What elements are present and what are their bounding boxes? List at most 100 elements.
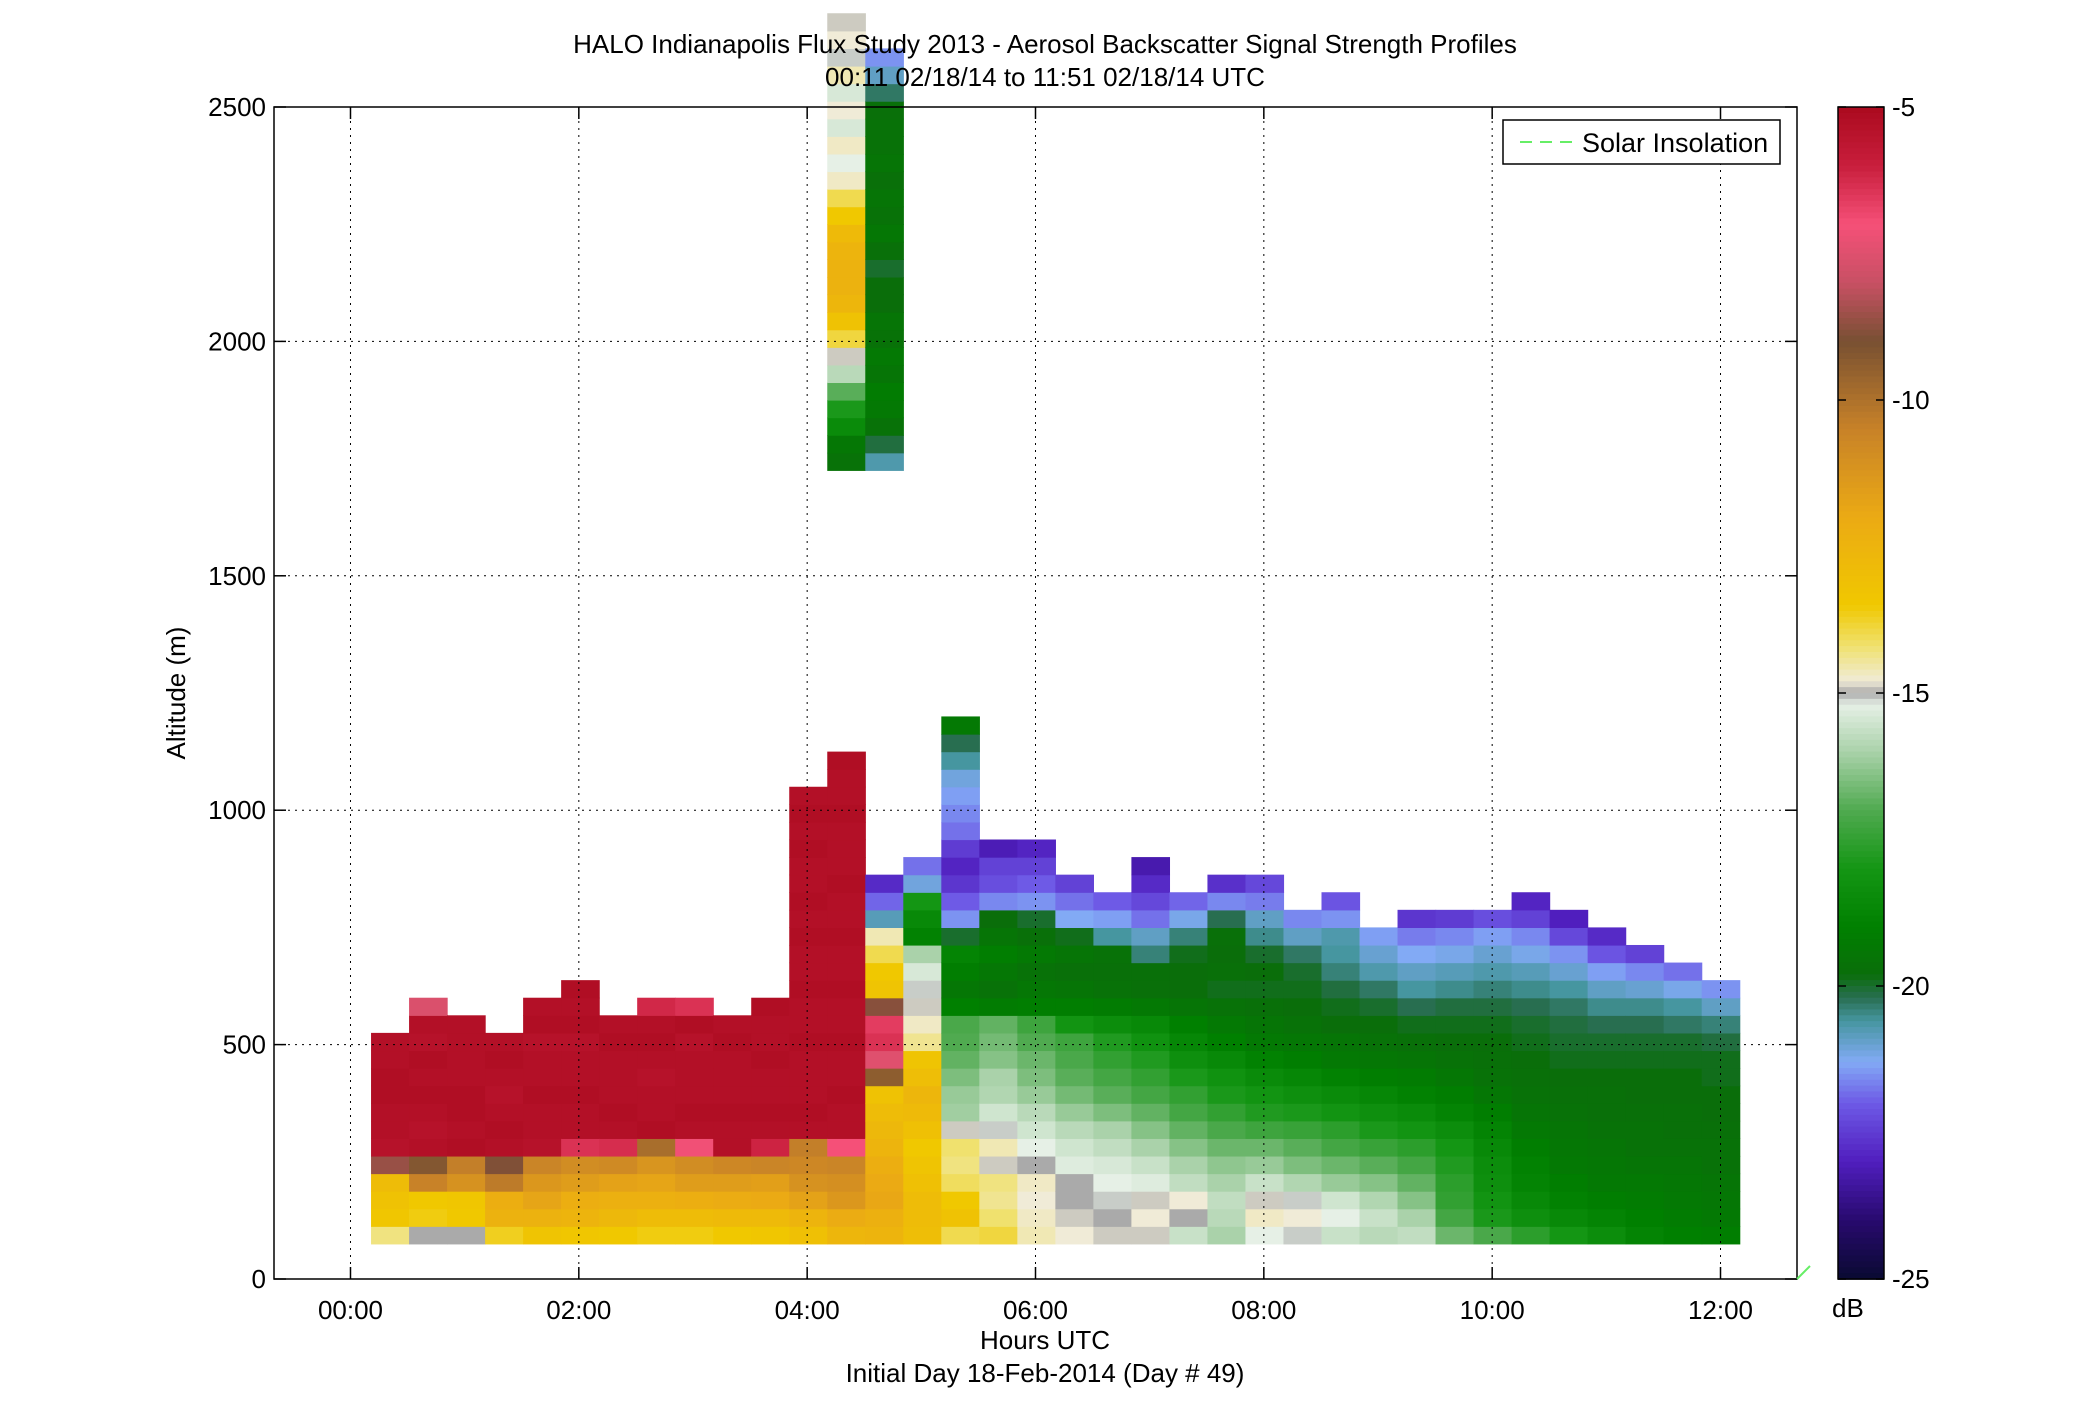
heatmap-cell-c27-r5	[1397, 1138, 1437, 1157]
heatmap-cell-c25-r0	[1321, 1226, 1361, 1245]
heatmap-cell-c33-r6	[1625, 1120, 1665, 1139]
heatmap-cell-c20-r14	[1131, 980, 1171, 999]
heatmap-cell-c1-r12	[409, 1015, 448, 1034]
heatmap-cell-c2-r3	[447, 1173, 486, 1192]
colorbar-segment	[1838, 112, 1884, 120]
heatmap-cell-c25-r14	[1321, 980, 1361, 999]
heatmap-cell-c8-r10	[675, 1050, 714, 1069]
aloft-cell-c12-r1	[827, 435, 866, 454]
heatmap-cell-c26-r7	[1359, 1103, 1399, 1122]
colorbar-unit: dB	[1832, 1293, 1864, 1323]
heatmap-cell-c33-r5	[1625, 1138, 1665, 1157]
heatmap-cell-c20-r5	[1131, 1138, 1171, 1157]
aloft-cell-c13-r16	[865, 171, 904, 190]
heatmap-cell-c32-r15	[1587, 962, 1627, 981]
heatmap-cell-c11-r2	[789, 1191, 828, 1210]
colorbar-segment	[1838, 435, 1884, 442]
heatmap-cell-c20-r1	[1131, 1208, 1171, 1227]
heatmap-cell-c3-r2	[485, 1191, 524, 1210]
heatmap-cell-c0-r9	[371, 1068, 410, 1087]
heatmap-cell-c15-r23	[941, 821, 980, 841]
heatmap-cell-c30-r1	[1511, 1208, 1551, 1227]
heatmap-cell-c9-r8	[713, 1085, 752, 1104]
heatmap-cell-c28-r8	[1435, 1085, 1475, 1104]
heatmap-cell-c11-r3	[789, 1173, 828, 1192]
heatmap-cell-c21-r8	[1169, 1085, 1209, 1104]
aloft-cell-c13-r5	[865, 364, 904, 384]
heatmap-cell-c14-r17	[903, 927, 942, 946]
heatmap-cell-c22-r6	[1207, 1120, 1247, 1139]
colorbar-segment	[1838, 1214, 1884, 1222]
heatmap-cell-c31-r0	[1549, 1226, 1589, 1245]
heatmap-cell-c7-r8	[637, 1085, 676, 1104]
heatmap-cell-c0-r1	[371, 1208, 410, 1227]
colorbar-segment	[1838, 194, 1884, 202]
heatmap-cell-c25-r18	[1321, 909, 1361, 928]
colorbar-segment	[1838, 1144, 1884, 1151]
heatmap-cell-c20-r3	[1131, 1173, 1171, 1192]
colorbar-segment	[1838, 780, 1884, 788]
heatmap-cell-c1-r4	[409, 1155, 448, 1175]
heatmap-cell-c28-r3	[1435, 1173, 1475, 1192]
colorbar-segment	[1838, 148, 1884, 155]
heatmap-cell-c2-r2	[447, 1191, 486, 1210]
aloft-cell-c13-r3	[865, 400, 904, 419]
heatmap-cell-c2-r8	[447, 1085, 486, 1104]
heatmap-cell-c14-r16	[903, 944, 942, 964]
heatmap-cell-c30-r4	[1511, 1155, 1551, 1175]
heatmap-cell-c26-r4	[1359, 1155, 1399, 1175]
heatmap-cell-c28-r2	[1435, 1191, 1475, 1210]
heatmap-cell-c13-r4	[865, 1155, 904, 1175]
aloft-cell-c13-r11	[865, 259, 904, 278]
heatmap-cell-c18-r1	[1055, 1208, 1094, 1227]
colorbar-tick-label: -15	[1892, 678, 1930, 708]
aloft-cell-c12-r20	[827, 101, 866, 120]
colorbar-segment	[1838, 312, 1884, 319]
axis-ticks	[274, 106, 1797, 1280]
heatmap-cell-c5-r3	[561, 1173, 600, 1192]
colorbar-segment	[1838, 827, 1884, 835]
heatmap-cell-c16-r5	[979, 1138, 1018, 1157]
heatmap-cell-c9-r6	[713, 1120, 752, 1139]
heatmap-cell-c24-r18	[1283, 909, 1323, 928]
heatmap-cell-c0-r3	[371, 1173, 410, 1192]
colorbar-segment	[1838, 130, 1884, 138]
heatmap-cell-c2-r4	[447, 1155, 486, 1175]
x-tick-label: 00:00	[318, 1295, 383, 1325]
aloft-cell-c12-r15	[827, 189, 866, 208]
heatmap-cell-c34-r7	[1663, 1103, 1703, 1122]
heatmap-cell-c27-r9	[1397, 1068, 1437, 1087]
colorbar-segment	[1838, 411, 1884, 419]
colorbar-segment	[1838, 1226, 1884, 1233]
heatmap-cell-c4-r12	[523, 1015, 562, 1034]
colorbar-segment	[1838, 862, 1884, 870]
heatmap-cell-c17-r7	[1017, 1103, 1056, 1122]
heatmap-cell-c29-r4	[1473, 1155, 1513, 1175]
colorbar-segment	[1838, 235, 1884, 243]
heatmap-cell-c0-r11	[371, 1032, 410, 1052]
heatmap-cell-c15-r6	[941, 1120, 980, 1139]
heatmap-cell-c5-r13	[561, 997, 600, 1016]
heatmap-cell-c12-r18	[827, 909, 866, 928]
heatmap-cell-c6-r12	[599, 1015, 638, 1034]
heatmap-cell-c0-r5	[371, 1138, 410, 1157]
colorbar-segment	[1838, 323, 1884, 331]
aloft-cell-c12-r25	[827, 13, 866, 32]
heatmap-cell-c28-r5	[1435, 1138, 1475, 1157]
heatmap-cell-c14-r7	[903, 1103, 942, 1122]
heatmap-cell-c1-r0	[409, 1226, 448, 1245]
heatmap-cell-c23-r1	[1245, 1208, 1285, 1227]
heatmap-cell-c5-r1	[561, 1208, 600, 1227]
heatmap-cell-c10-r11	[751, 1032, 790, 1052]
heatmap-cell-c9-r5	[713, 1138, 752, 1157]
x-axis-label: Hours UTC	[980, 1325, 1110, 1355]
heatmap-cell-c24-r4	[1283, 1155, 1323, 1175]
heatmap-cell-c12-r21	[827, 857, 866, 876]
colorbar-segment	[1838, 317, 1884, 325]
colorbar-segment	[1838, 452, 1884, 460]
heatmap-cell-c0-r4	[371, 1155, 410, 1175]
colorbar-segment	[1838, 610, 1884, 618]
heatmap-cell-c13-r15	[865, 962, 904, 981]
colorbar-segment	[1838, 1220, 1884, 1228]
heatmap-cell-c35-r11	[1701, 1032, 1741, 1052]
